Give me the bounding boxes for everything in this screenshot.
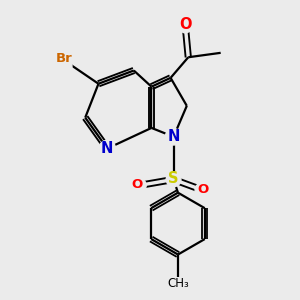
- Circle shape: [165, 128, 182, 145]
- Text: O: O: [132, 178, 143, 191]
- Circle shape: [166, 172, 181, 187]
- Circle shape: [133, 179, 146, 192]
- Circle shape: [195, 183, 208, 196]
- Circle shape: [60, 60, 72, 72]
- Text: S: S: [168, 171, 179, 186]
- Text: O: O: [197, 183, 208, 196]
- Text: N: N: [167, 129, 180, 144]
- Text: N: N: [101, 141, 113, 156]
- Circle shape: [179, 20, 192, 33]
- Text: Br: Br: [56, 52, 73, 64]
- Circle shape: [99, 140, 116, 157]
- Text: CH₃: CH₃: [167, 277, 189, 290]
- Text: O: O: [179, 17, 192, 32]
